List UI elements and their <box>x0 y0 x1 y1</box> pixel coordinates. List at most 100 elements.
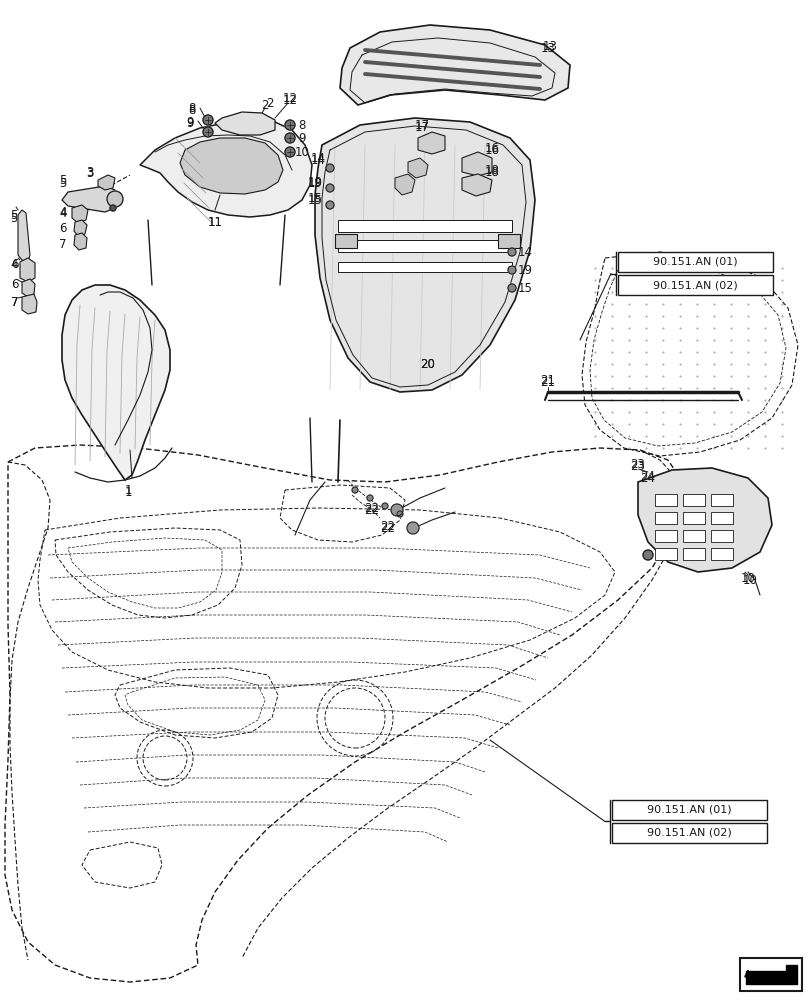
Text: 17: 17 <box>414 121 429 134</box>
Text: 10: 10 <box>741 574 757 586</box>
Bar <box>654 548 676 560</box>
Polygon shape <box>745 965 796 984</box>
Text: 1: 1 <box>124 486 131 498</box>
Text: 17: 17 <box>414 119 429 132</box>
Bar <box>611 823 766 843</box>
Bar <box>337 240 512 252</box>
Polygon shape <box>418 132 444 154</box>
Polygon shape <box>340 25 569 105</box>
Text: 4: 4 <box>59 207 67 220</box>
Text: 20: 20 <box>420 359 435 371</box>
Circle shape <box>508 284 515 292</box>
Polygon shape <box>62 285 169 480</box>
Bar <box>739 958 801 991</box>
Text: 14: 14 <box>517 245 532 258</box>
Text: 9: 9 <box>298 132 306 145</box>
Circle shape <box>107 191 122 207</box>
Text: 11: 11 <box>208 216 222 229</box>
Text: 19: 19 <box>307 176 322 189</box>
Text: 9: 9 <box>186 117 194 130</box>
Text: 90.151.AN (02): 90.151.AN (02) <box>652 280 737 290</box>
Polygon shape <box>62 186 118 212</box>
Text: 5: 5 <box>11 212 18 225</box>
Circle shape <box>203 115 212 125</box>
Text: 12: 12 <box>282 94 297 107</box>
Text: 24: 24 <box>640 473 654 486</box>
Bar <box>710 494 732 506</box>
Text: 14: 14 <box>310 154 325 167</box>
Text: 14: 14 <box>310 152 325 165</box>
Text: 18: 18 <box>484 166 499 179</box>
Text: 15: 15 <box>517 282 532 294</box>
Text: 20: 20 <box>420 359 435 371</box>
Text: 15: 15 <box>307 194 322 207</box>
Text: 19: 19 <box>307 177 322 190</box>
Polygon shape <box>74 220 87 236</box>
Text: 5: 5 <box>59 174 67 187</box>
Text: 15: 15 <box>307 192 322 205</box>
Text: 7: 7 <box>59 238 67 251</box>
Bar <box>682 512 704 524</box>
Bar <box>617 275 772 295</box>
Text: 22: 22 <box>364 504 379 516</box>
Bar <box>710 530 732 542</box>
Text: 16: 16 <box>484 144 499 157</box>
Circle shape <box>285 147 294 157</box>
Bar <box>337 262 512 272</box>
Text: 12: 12 <box>282 92 297 105</box>
Text: 21: 21 <box>540 375 555 388</box>
Text: 8: 8 <box>188 102 195 115</box>
Polygon shape <box>22 279 35 297</box>
Polygon shape <box>407 158 427 178</box>
Circle shape <box>325 201 333 209</box>
Bar <box>682 548 704 560</box>
Text: 22: 22 <box>380 522 395 534</box>
Circle shape <box>397 511 402 517</box>
Bar <box>654 494 676 506</box>
Circle shape <box>642 550 652 560</box>
Polygon shape <box>394 174 414 195</box>
Polygon shape <box>98 175 115 190</box>
Text: 4: 4 <box>59 206 67 219</box>
Bar <box>710 548 732 560</box>
Text: 23: 23 <box>630 460 645 474</box>
Polygon shape <box>461 174 491 196</box>
Polygon shape <box>20 258 35 282</box>
Text: 22: 22 <box>364 502 379 514</box>
Text: 7: 7 <box>11 296 19 308</box>
Bar <box>654 512 676 524</box>
Circle shape <box>406 522 418 534</box>
Text: 19: 19 <box>517 263 532 276</box>
Circle shape <box>325 184 333 192</box>
Text: 8: 8 <box>188 104 195 117</box>
Bar <box>617 252 772 272</box>
Circle shape <box>285 133 294 143</box>
Text: 10: 10 <box>294 146 309 159</box>
Bar <box>710 512 732 524</box>
Text: 6: 6 <box>59 222 67 235</box>
Text: 23: 23 <box>630 458 645 472</box>
Text: 8: 8 <box>298 119 305 132</box>
Text: 3: 3 <box>86 167 93 180</box>
Text: 1: 1 <box>124 484 131 496</box>
Polygon shape <box>22 294 37 314</box>
Bar <box>335 234 357 248</box>
Text: 22: 22 <box>380 520 395 532</box>
Circle shape <box>351 487 358 493</box>
Text: 2: 2 <box>261 99 268 112</box>
Text: 16: 16 <box>484 142 499 155</box>
Bar <box>682 494 704 506</box>
Text: 90.151.AN (02): 90.151.AN (02) <box>646 828 731 838</box>
Text: 11: 11 <box>208 216 222 229</box>
Polygon shape <box>461 152 491 176</box>
Circle shape <box>508 266 515 274</box>
Polygon shape <box>74 233 87 250</box>
Bar <box>654 530 676 542</box>
Polygon shape <box>139 120 311 217</box>
Text: 13: 13 <box>542 40 556 53</box>
Circle shape <box>367 495 372 501</box>
Bar <box>611 800 766 820</box>
Text: 3: 3 <box>86 166 93 179</box>
Circle shape <box>508 248 515 256</box>
Text: 10: 10 <box>740 572 754 584</box>
